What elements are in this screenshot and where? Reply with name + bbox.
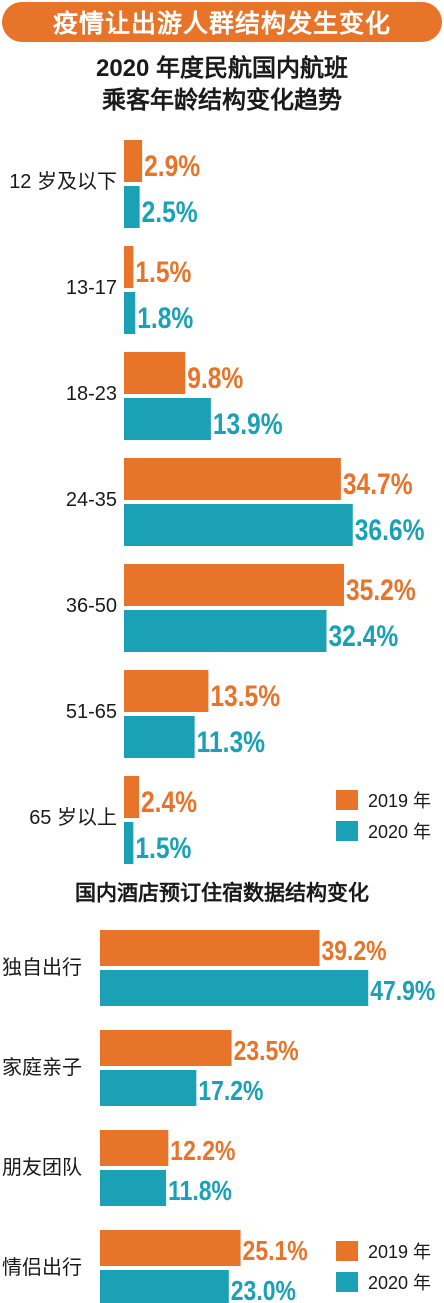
category-label: 18-23 [66,383,117,405]
bar-2020-1 [100,1070,197,1106]
banner-text: 疫情让出游人群结构发生变化 [52,10,391,38]
chart1-legend-2019: 2019 年 [336,787,431,813]
bar-2020-2 [100,1170,167,1206]
legend-swatch-2020 [336,821,358,841]
category-label: 65 岁以上 [29,806,117,829]
hotel-booking-chart: 独自出行 39.2% 47.9% 家庭亲子 23.5% 17.2% 朋友团队 12.2% 11.… [2,930,436,1303]
category-label: 13-17 [66,277,117,299]
value-label-2019-2: 9.8% [187,361,243,395]
bar-2019-2 [100,1130,169,1166]
bar-2020-3 [124,504,353,546]
value-label-2019-2: 12.2% [170,1136,235,1167]
bar-2020-6 [124,822,134,864]
chart2-legend-2019: 2019 年 [336,1238,431,1264]
value-label-2019-1: 1.5% [135,255,191,289]
bar-2019-2 [124,352,186,394]
age-structure-chart: 12 岁及以下 2.9% 2.5% 13-17 1.5% 1.8% 18-23 9.8% 13.… [9,140,425,865]
bar-2019-3 [100,1230,241,1266]
bar-2020-5 [124,716,195,758]
chart2-title: 国内酒店预订住宿数据结构变化 [75,882,369,905]
chart1-title-line1: 2020 年度民航国内航班 [95,55,349,82]
value-label-2019-4: 35.2% [346,573,416,607]
value-label-2020-6: 1.5% [135,831,191,865]
category-label: 家庭亲子 [2,1056,82,1079]
value-label-2019-0: 39.2% [322,936,387,967]
value-label-2019-3: 25.1% [243,1236,308,1267]
value-label-2020-2: 11.8% [168,1176,232,1207]
category-label: 12 岁及以下 [9,170,117,193]
bar-2019-3 [124,458,341,500]
value-label-2020-0: 47.9% [370,976,435,1007]
legend-label-2020: 2020 年 [368,822,432,842]
bar-2020-0 [100,970,369,1006]
chart1-legend-2020: 2020 年 [336,818,431,844]
bar-2019-0 [100,930,320,966]
legend-swatch-2019 [336,790,358,810]
header-banner: 疫情让出游人群结构发生变化 [2,2,442,42]
bar-2020-3 [100,1270,229,1303]
bar-2020-2 [124,398,211,440]
legend2-swatch-2019 [336,1241,358,1261]
bar-2019-0 [124,140,143,182]
category-label: 36-50 [66,595,117,617]
chart2-legend-2020: 2020 年 [336,1269,431,1295]
category-label: 情侣出行 [2,1256,82,1279]
bar-2019-5 [124,670,209,712]
bar-2020-1 [124,292,136,334]
category-label: 独自出行 [2,956,82,979]
bar-2019-1 [124,246,134,288]
value-label-2019-0: 2.9% [144,149,200,183]
bar-2019-1 [100,1030,232,1066]
legend-label-2019: 2019 年 [368,791,432,811]
value-label-2019-6: 2.4% [141,785,197,819]
value-label-2020-3: 36.6% [355,513,425,547]
legend2-swatch-2020 [336,1272,358,1292]
value-label-2020-5: 11.3% [197,725,265,759]
value-label-2019-3: 34.7% [343,467,413,501]
category-label: 朋友团队 [2,1156,82,1179]
value-label-2020-0: 2.5% [142,195,198,229]
bar-2020-4 [124,610,327,652]
value-label-2020-4: 32.4% [329,619,399,653]
bar-2019-6 [124,776,139,818]
value-label-2020-1: 1.8% [137,301,193,335]
value-label-2020-1: 17.2% [198,1076,263,1107]
category-label: 24-35 [66,489,117,511]
bar-2020-0 [124,186,140,228]
chart1-title-line2: 乘客年龄结构变化趋势 [102,87,342,114]
value-label-2019-1: 23.5% [234,1036,299,1067]
bar-2019-4 [124,564,344,606]
legend2-label-2019: 2019 年 [368,1242,432,1262]
value-label-2020-3: 23.0% [231,1276,296,1303]
value-label-2020-2: 13.9% [213,407,283,441]
value-label-2019-5: 13.5% [210,679,280,713]
legend2-label-2020: 2020 年 [368,1273,432,1293]
category-label: 51-65 [66,701,117,723]
